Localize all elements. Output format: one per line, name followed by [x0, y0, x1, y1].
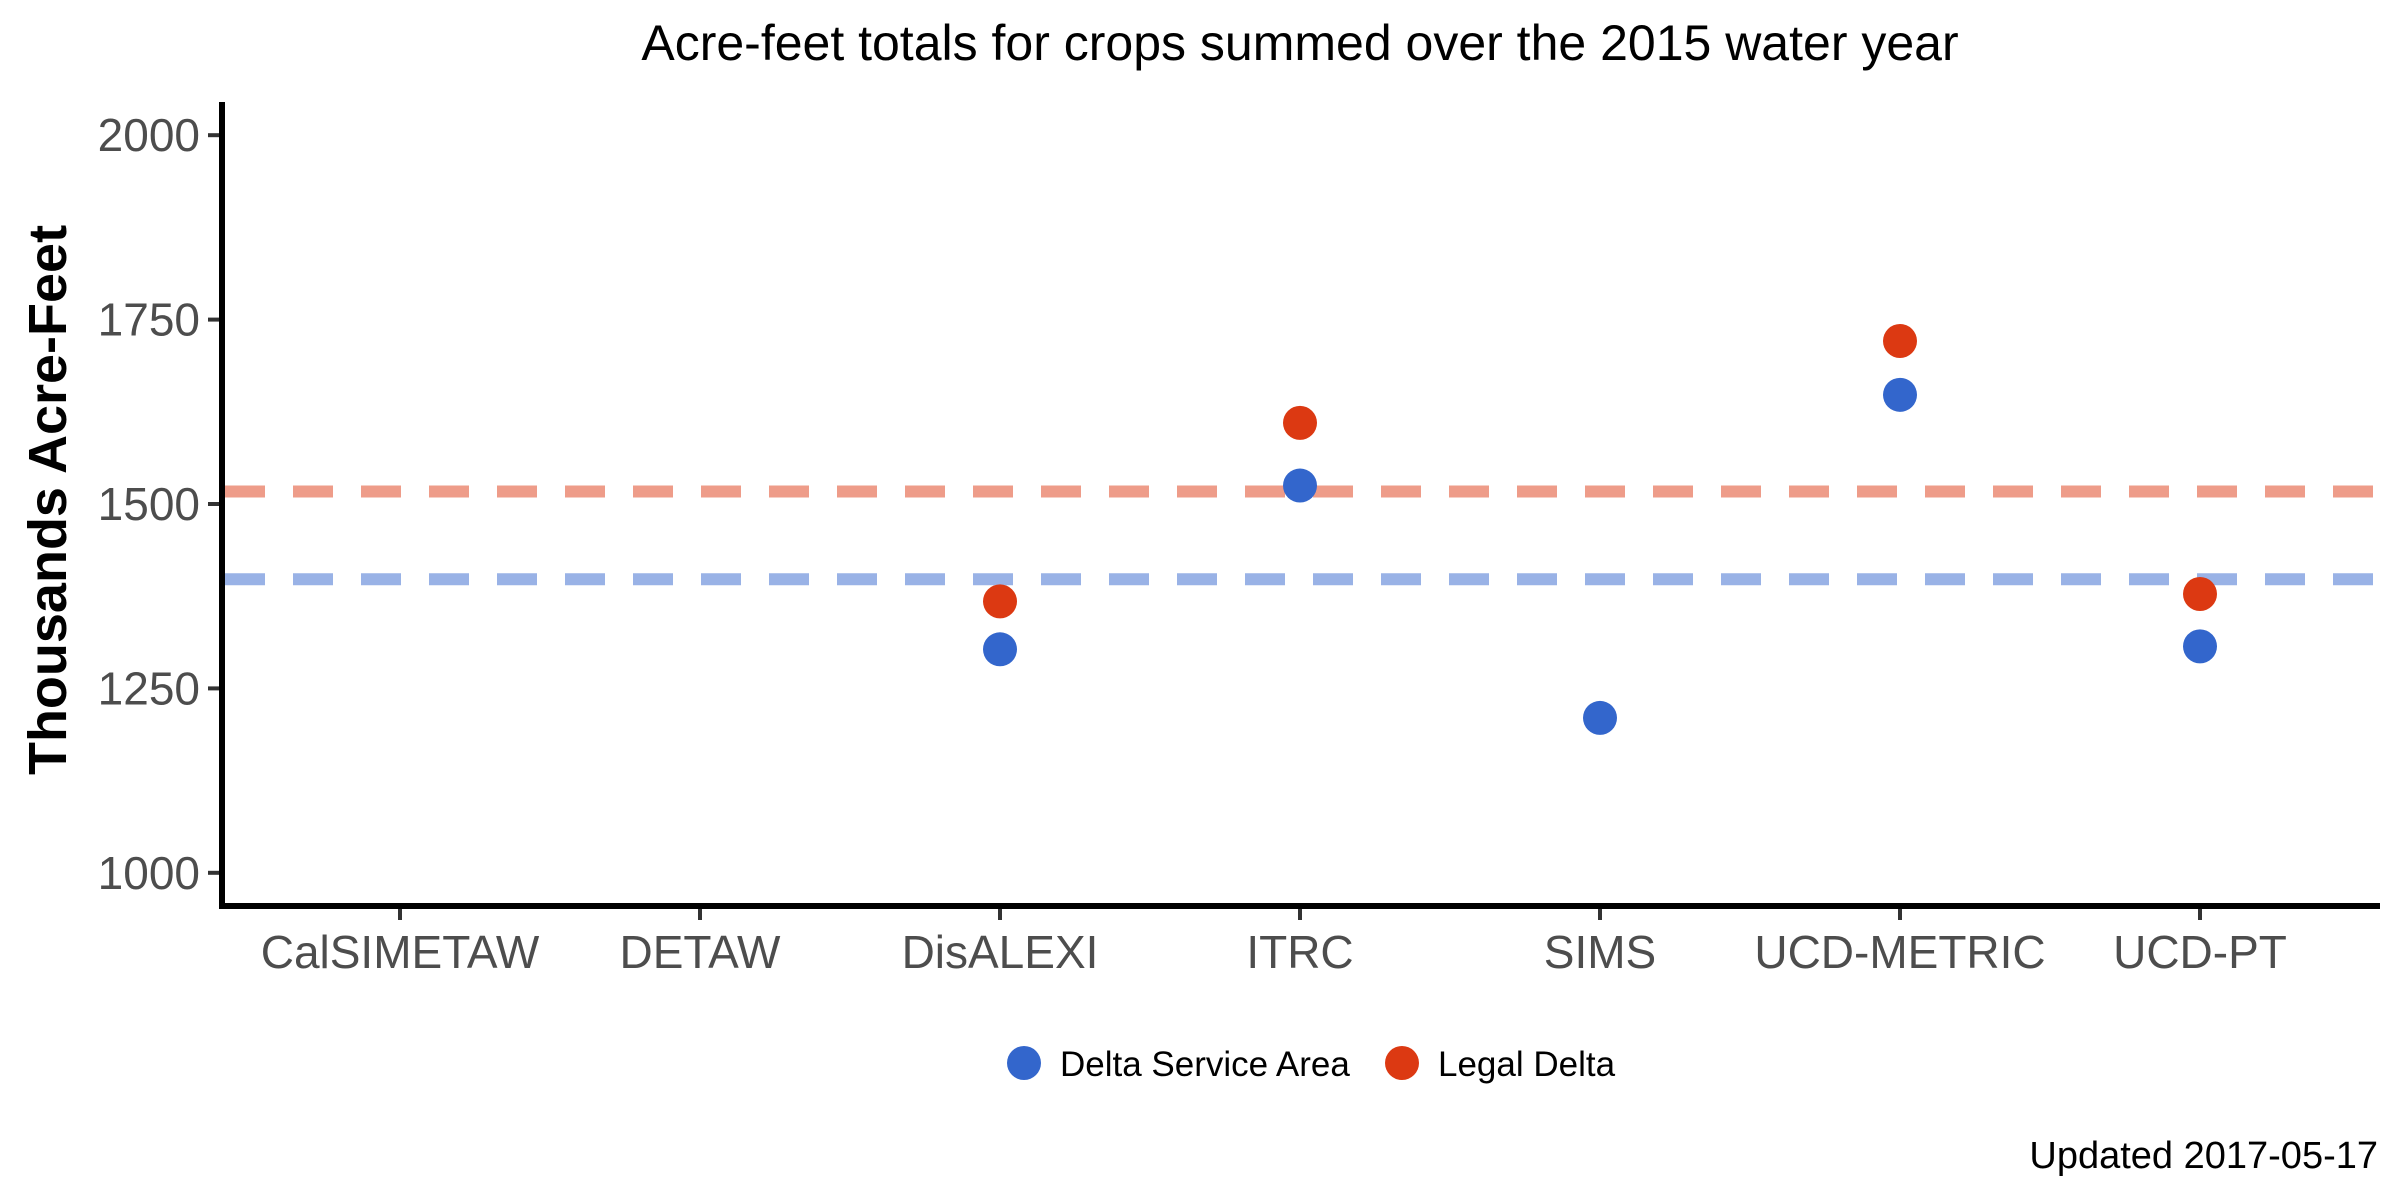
reference-lines: [225, 485, 2380, 586]
x-tick-label-sims: SIMS: [1544, 926, 1656, 978]
y-axis-label: Thousands Acre-Feet: [18, 225, 78, 775]
legend-marker-legal-delta: [1385, 1046, 1419, 1080]
x-tick-label-ucd-metric: UCD-METRIC: [1754, 926, 2045, 978]
updated-caption: Updated 2017-05-17: [2029, 1135, 2378, 1177]
point-legal-delta-ucd-metric: [1883, 323, 1917, 358]
x-tick-label-ucd-pt: UCD-PT: [2113, 926, 2287, 978]
y-tick-label-1000: 1000: [98, 847, 200, 899]
x-tick-label-calsimetaw: CalSIMETAW: [261, 926, 540, 978]
point-legal-delta-disalexi: [983, 584, 1017, 619]
legend-marker-delta-service-area: [1007, 1046, 1041, 1080]
x-tick-label-disalexi: DisALEXI: [902, 926, 1099, 978]
y-axis-ticks: 1000 1250 1500 1750 2000: [98, 109, 222, 899]
legend: Delta Service Area Legal Delta: [1007, 1045, 1616, 1084]
point-delta-service-area-disalexi: [983, 632, 1017, 667]
y-tick-label-1750: 1750: [98, 294, 200, 346]
y-tick-label-1500: 1500: [98, 478, 200, 530]
x-axis-ticks: CalSIMETAW DETAW DisALEXI ITRC SIMS UCD-METRI…: [261, 906, 2287, 978]
point-legal-delta-ucd-pt: [2183, 576, 2217, 611]
point-delta-service-area-itrc: [1283, 468, 1317, 503]
y-tick-label-1250: 1250: [98, 662, 200, 714]
y-tick-label-2000: 2000: [98, 109, 200, 161]
point-delta-service-area-ucd-pt: [2183, 629, 2217, 664]
point-legal-delta-itrc: [1283, 405, 1317, 440]
point-delta-service-area-ucd-metric: [1883, 377, 1917, 412]
point-delta-service-area-sims: [1583, 700, 1617, 735]
chart-title: Acre-feet totals for crops summed over t…: [641, 15, 1958, 71]
legend-label-delta-service-area: Delta Service Area: [1060, 1045, 1350, 1084]
legend-label-legal-delta: Legal Delta: [1438, 1045, 1616, 1084]
x-tick-label-detaw: DETAW: [620, 926, 782, 978]
x-tick-label-itrc: ITRC: [1246, 926, 1353, 978]
data-points: [983, 323, 2217, 735]
